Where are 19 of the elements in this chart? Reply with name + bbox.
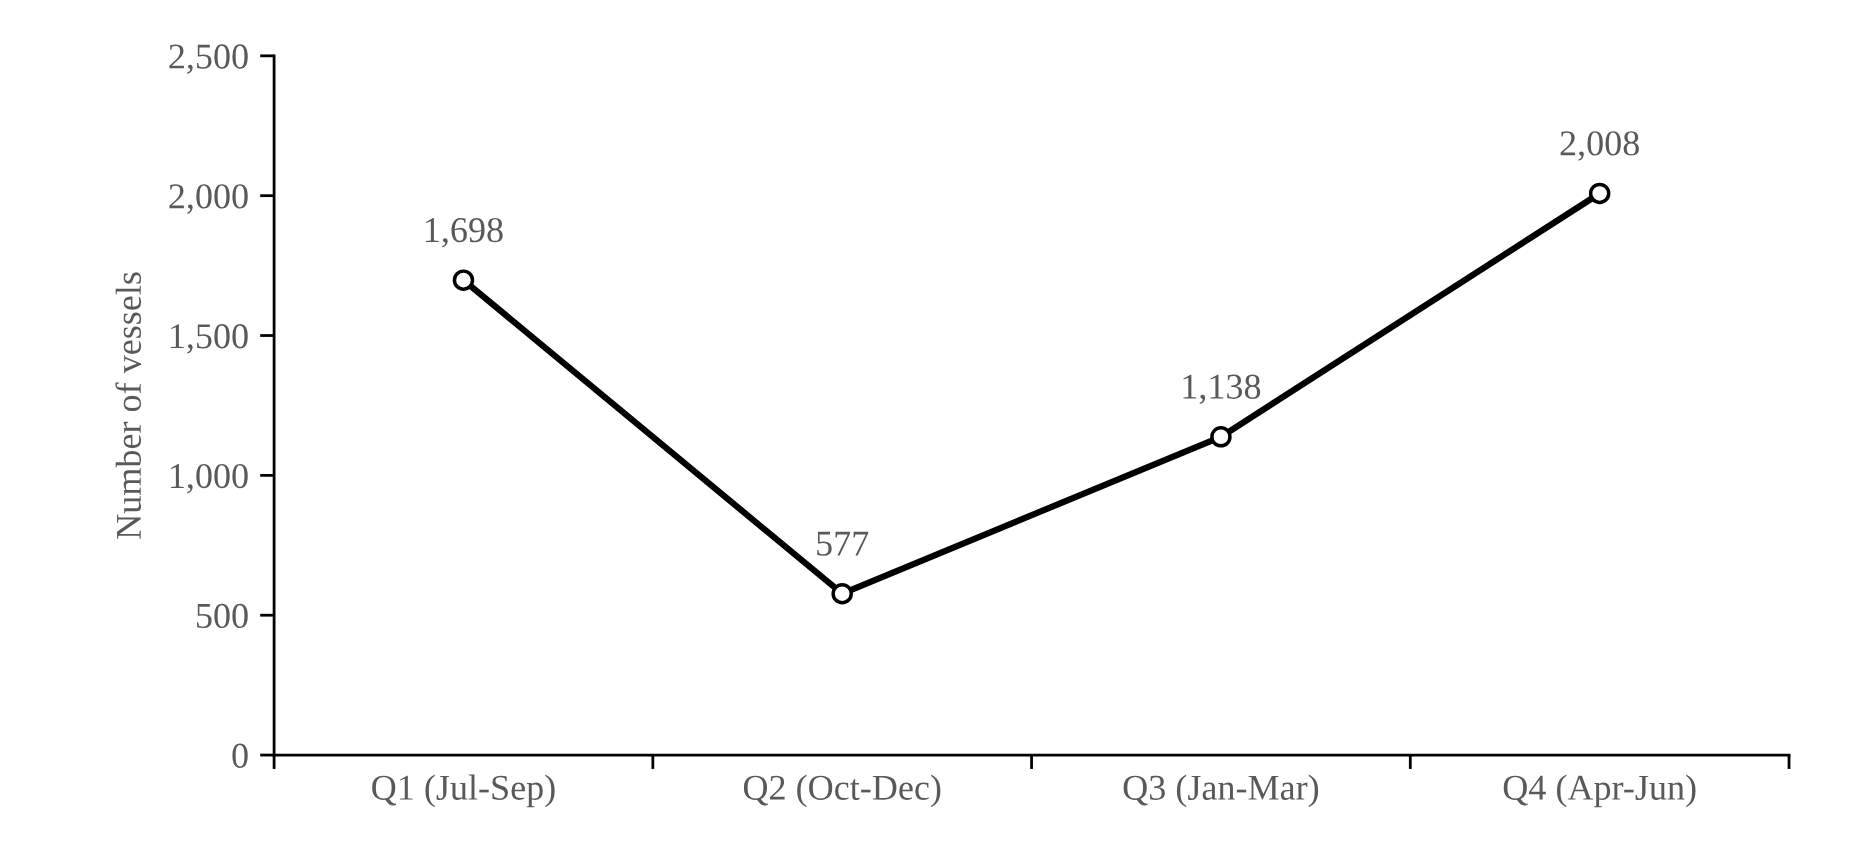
y-tick-label: 500 xyxy=(197,603,248,629)
y-tick-label: 2,500 xyxy=(169,44,248,74)
y-axis-title: Number of vessels xyxy=(115,272,142,539)
y-tick-label: 1,000 xyxy=(171,463,248,494)
x-tick-label: Q4 (Apr-Jun) xyxy=(1503,774,1696,808)
y-tick-label: 1,500 xyxy=(171,324,248,354)
x-tick-label: Q2 (Oct-Dec) xyxy=(743,774,941,808)
text: 2,008 xyxy=(1560,131,1639,161)
text: 1,138 xyxy=(1183,374,1261,405)
point xyxy=(831,582,853,605)
point xyxy=(1210,426,1232,448)
text: 1,698 xyxy=(426,217,503,248)
x-tick-label: Q1 (Jul-Sep) xyxy=(372,774,555,808)
text: 577 xyxy=(817,531,869,556)
y-tick-label: 0 xyxy=(232,743,248,768)
point xyxy=(1588,182,1611,205)
x-tick-label: Q3 (Jan-Mar) xyxy=(1123,774,1319,808)
y-tick-label: 2,000 xyxy=(169,184,248,214)
point xyxy=(452,269,475,291)
